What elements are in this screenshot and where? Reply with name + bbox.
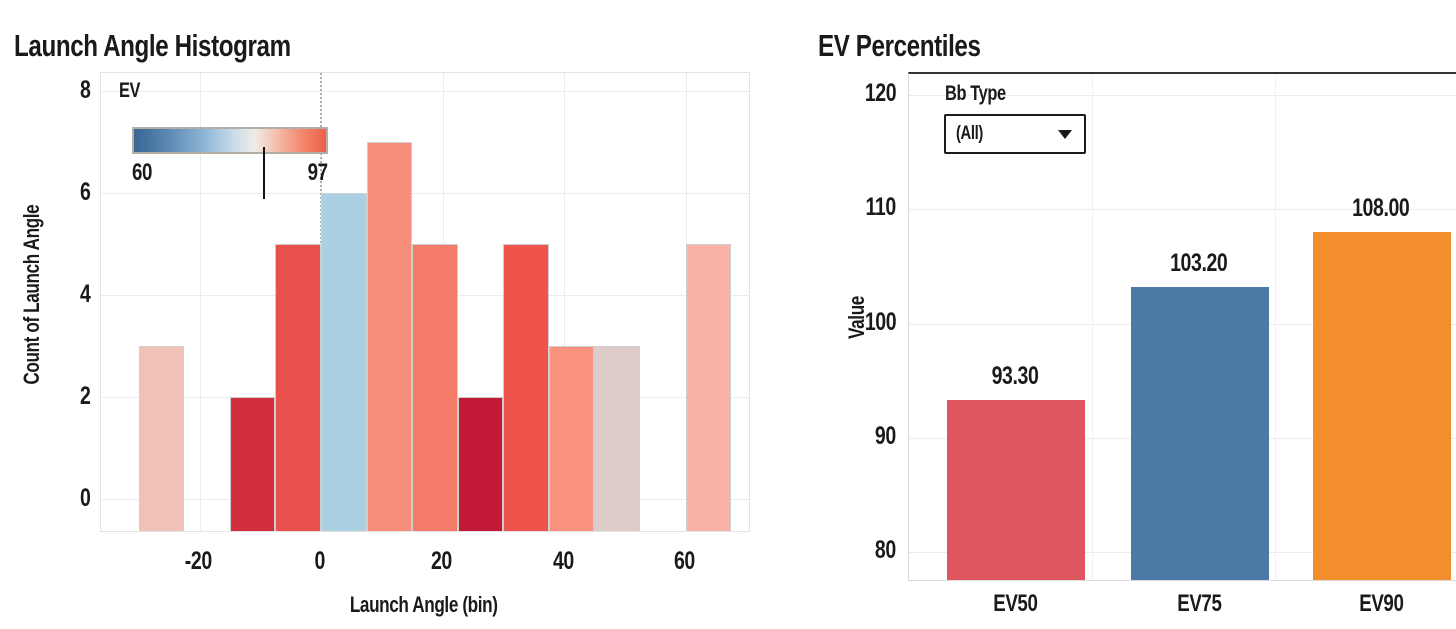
bar-value-label-ev50-text: 93.30: [991, 362, 1039, 391]
left-y-tick-2-text: 2: [79, 382, 91, 410]
right-y-tick-120-text: 120: [864, 79, 897, 107]
bar-value-label-ev90: 108.00: [1311, 194, 1451, 222]
ev-marker-line: [263, 147, 266, 199]
left-y-tick-0: 0: [38, 483, 91, 513]
left-gridline-x40: [564, 73, 565, 531]
legend-title-text: EV: [119, 79, 141, 102]
left-x-tick-0: 0: [280, 546, 360, 576]
legend-min-label: 60: [132, 159, 158, 187]
x-category-ev75-text: EV75: [1176, 590, 1222, 617]
bar-ev75[interactable]: [1131, 286, 1269, 580]
left-y-tick-6-text: 6: [79, 178, 91, 206]
bar-value-label-ev50: 93.30: [945, 362, 1085, 390]
left-x-tick-20: 20: [402, 546, 482, 576]
x-category-ev50: EV50: [945, 590, 1085, 618]
left-chart-title-text: Launch Angle Histogram: [14, 27, 291, 63]
left-y-tick-8-text: 8: [79, 76, 91, 104]
right-y-tick-110: 110: [836, 192, 897, 222]
left-x-axis-label: Launch Angle (bin): [274, 590, 574, 620]
histogram-bar-2[interactable]: [275, 244, 321, 531]
histogram-bar-6[interactable]: [457, 397, 504, 531]
left-plot-area: EV 60 97: [100, 72, 750, 532]
bb-type-dropdown-value-text: (All): [956, 123, 983, 144]
right-plot-area: [908, 72, 1456, 581]
bb-type-dropdown-value: (All): [956, 123, 990, 145]
left-y-tick-4-text: 4: [79, 280, 91, 308]
histogram-bar-10[interactable]: [685, 244, 732, 531]
left-x-axis-label-text: Launch Angle (bin): [350, 592, 498, 617]
bb-type-filter-label: Bb Type: [945, 82, 1023, 106]
legend-max-label: 97: [265, 159, 328, 187]
left-chart-title: Launch Angle Histogram: [14, 27, 369, 63]
x-category-ev75: EV75: [1129, 590, 1269, 618]
histogram-bar-8[interactable]: [548, 346, 595, 531]
right-gridline-y110: [909, 209, 1456, 211]
right-column-divider-0: [1092, 74, 1093, 580]
right-gridline-y120: [909, 95, 1456, 96]
histogram-bar-0[interactable]: [138, 346, 185, 531]
legend-max-text: 97: [307, 159, 328, 186]
histogram-bar-3[interactable]: [321, 193, 367, 531]
left-y-tick-4: 4: [38, 279, 91, 309]
right-y-tick-100: 100: [836, 307, 897, 337]
bar-value-label-ev75: 103.20: [1129, 249, 1269, 277]
right-y-tick-80-text: 80: [875, 536, 896, 564]
right-y-tick-80: 80: [836, 535, 896, 565]
left-x-tick--20-text: -20: [184, 547, 213, 575]
bb-type-dropdown[interactable]: (All): [944, 114, 1086, 154]
bb-type-filter-label-text: Bb Type: [945, 82, 1006, 105]
left-x-tick-40: 40: [523, 546, 603, 576]
left-y-tick-8: 8: [38, 75, 91, 105]
right-y-tick-90-text: 90: [875, 421, 896, 450]
right-y-tick-90: 90: [836, 421, 896, 451]
bar-ev90[interactable]: [1313, 232, 1451, 580]
histogram-bar-4[interactable]: [366, 142, 413, 531]
bar-value-label-ev75-text: 103.20: [1170, 248, 1228, 277]
histogram-bar-7[interactable]: [503, 244, 549, 531]
legend-title: EV: [119, 79, 146, 103]
left-x-tick-60: 60: [645, 546, 725, 576]
right-chart-title-text: EV Percentiles: [818, 27, 981, 63]
bar-ev50[interactable]: [947, 400, 1085, 580]
left-x-tick-40-text: 40: [552, 547, 574, 575]
left-x-tick-60-text: 60: [674, 547, 695, 575]
dropdown-arrow-icon: [1058, 129, 1072, 139]
right-y-tick-120: 120: [836, 78, 897, 108]
x-category-ev90: EV90: [1311, 590, 1451, 618]
x-category-ev50-text: EV50: [992, 590, 1038, 617]
ev-gradient-ramp: [132, 127, 328, 154]
right-y-tick-110-text: 110: [865, 193, 897, 222]
histogram-bar-5[interactable]: [412, 244, 458, 531]
left-y-tick-2: 2: [38, 381, 91, 411]
x-category-ev90-text: EV90: [1358, 590, 1404, 617]
left-x-tick-0-text: 0: [314, 547, 326, 575]
legend-min-text: 60: [132, 159, 153, 186]
left-x-tick--20: -20: [159, 546, 239, 576]
left-gridline-x-20: [199, 73, 201, 531]
right-y-tick-100-text: 100: [864, 307, 897, 336]
right-chart-title: EV Percentiles: [818, 27, 1026, 63]
left-gridline-y6: [101, 193, 749, 194]
right-column-divider-1: [1275, 74, 1276, 580]
left-y-tick-6: 6: [38, 177, 91, 207]
ev-color-legend: EV 60 97: [115, 75, 345, 205]
bar-value-label-ev90-text: 108.00: [1352, 194, 1410, 223]
left-gridline-y8: [101, 91, 749, 92]
histogram-bar-9[interactable]: [594, 346, 640, 531]
histogram-bar-1[interactable]: [229, 397, 276, 531]
left-x-tick-20-text: 20: [431, 547, 452, 575]
left-y-tick-0-text: 0: [79, 484, 91, 512]
